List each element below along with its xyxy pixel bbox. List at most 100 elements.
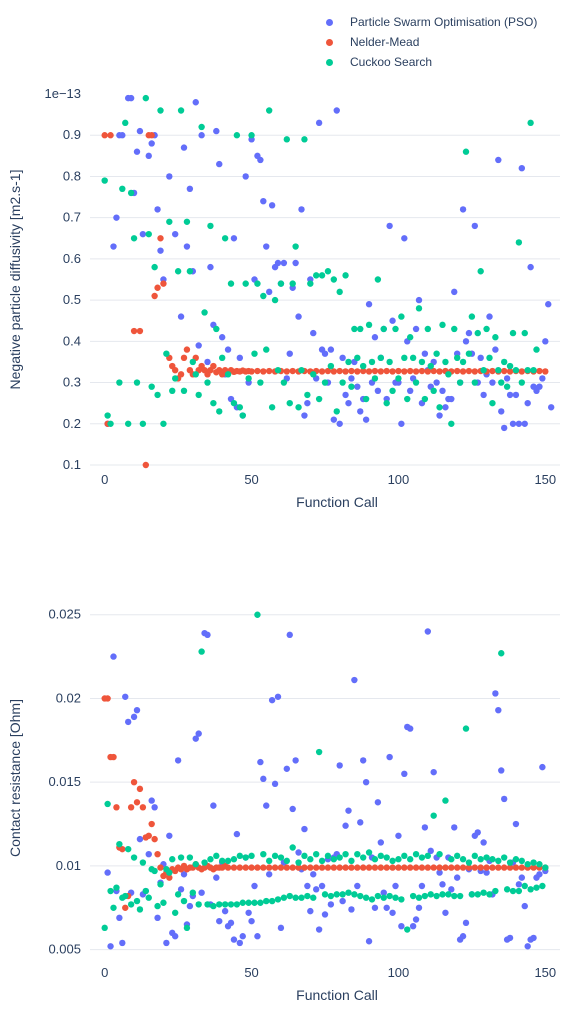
data-point <box>154 850 161 858</box>
data-point <box>271 852 279 860</box>
data-point <box>148 140 155 147</box>
data-point <box>301 852 308 860</box>
legend-item-pso[interactable]: Particle Swarm Optimisation (PSO) <box>322 12 537 32</box>
data-point <box>295 859 302 866</box>
data-point <box>213 852 220 860</box>
data-point <box>524 399 531 407</box>
data-point <box>239 412 246 419</box>
data-point <box>398 922 405 930</box>
y-tick-label: 0.9 <box>63 127 81 142</box>
data-point <box>160 899 167 906</box>
data-point <box>180 144 188 151</box>
data-point <box>274 693 282 700</box>
data-point <box>362 416 370 423</box>
data-point <box>139 230 147 238</box>
data-point <box>254 611 261 618</box>
data-point <box>406 856 414 863</box>
data-point <box>230 864 238 871</box>
data-point <box>207 222 214 230</box>
data-point <box>498 379 505 386</box>
data-point <box>133 148 141 155</box>
legend-item-nelder-mead[interactable]: Nelder-Mead <box>322 32 537 52</box>
data-point <box>483 864 490 871</box>
data-point <box>345 889 352 896</box>
data-point <box>263 346 270 353</box>
y-tick-label: 0.005 <box>48 942 81 957</box>
data-point <box>489 856 496 863</box>
data-point <box>180 871 188 878</box>
legend[interactable]: Particle Swarm Optimisation (PSO) Nelder… <box>322 12 537 72</box>
data-point <box>357 892 364 900</box>
data-point <box>239 899 246 906</box>
data-point <box>227 919 235 927</box>
data-point <box>210 362 217 370</box>
data-point <box>148 820 155 828</box>
data-point <box>442 797 449 804</box>
data-point <box>307 280 314 287</box>
data-point <box>330 276 338 283</box>
legend-item-cuckoo-search[interactable]: Cuckoo Search <box>322 52 537 72</box>
data-point <box>424 864 432 871</box>
x-tick-label: 0 <box>101 472 108 487</box>
data-point <box>127 901 135 908</box>
data-point <box>398 420 405 427</box>
data-point <box>127 94 135 102</box>
y-tick-label: 0.02 <box>56 690 81 705</box>
data-point <box>204 631 211 639</box>
data-point <box>357 819 364 826</box>
data-point <box>430 864 437 871</box>
data-point <box>471 852 479 860</box>
data-point <box>286 399 293 407</box>
data-point <box>116 379 123 386</box>
y-tick-label: 0.2 <box>63 416 81 431</box>
data-point <box>107 887 114 895</box>
data-point <box>113 884 120 891</box>
legend-label-cuckoo-search: Cuckoo Search <box>350 55 433 69</box>
data-point <box>213 127 220 135</box>
data-point <box>495 366 502 374</box>
data-point <box>386 222 393 230</box>
data-point <box>421 824 429 831</box>
data-point <box>448 856 455 863</box>
data-point <box>283 857 291 865</box>
data-point <box>377 354 385 362</box>
data-point <box>177 313 185 320</box>
data-point <box>107 420 114 427</box>
data-point <box>145 152 152 160</box>
data-point <box>383 904 390 911</box>
data-point <box>354 864 361 871</box>
data-point <box>280 259 288 267</box>
data-point <box>239 933 246 940</box>
data-point <box>198 132 205 139</box>
data-point <box>545 301 552 308</box>
data-point <box>324 864 332 871</box>
data-point <box>542 368 549 375</box>
data-point <box>433 350 440 357</box>
data-point <box>436 869 443 876</box>
data-point <box>336 420 343 427</box>
y-tick-label: 0.6 <box>63 251 81 266</box>
data-point <box>174 891 182 898</box>
data-point <box>177 371 185 378</box>
data-point <box>348 906 355 913</box>
data-point <box>483 325 490 333</box>
data-point <box>101 177 108 184</box>
data-point <box>318 882 326 890</box>
data-point <box>395 864 402 871</box>
data-point <box>339 379 346 386</box>
data-point <box>283 765 291 772</box>
data-point <box>169 856 176 863</box>
data-point <box>151 292 158 300</box>
data-point <box>107 943 114 950</box>
chart-panel-2: 0.005 0.01 0.015 0.02 0.025 0 50 100 150 Function… <box>7 607 560 1003</box>
data-point <box>289 280 296 287</box>
data-point <box>495 706 502 714</box>
data-point <box>177 854 185 861</box>
data-point <box>242 280 249 287</box>
data-point <box>518 379 526 386</box>
data-point <box>515 881 523 888</box>
data-point <box>436 368 443 375</box>
data-point <box>251 350 258 357</box>
data-point <box>289 864 296 871</box>
data-point <box>418 367 426 375</box>
